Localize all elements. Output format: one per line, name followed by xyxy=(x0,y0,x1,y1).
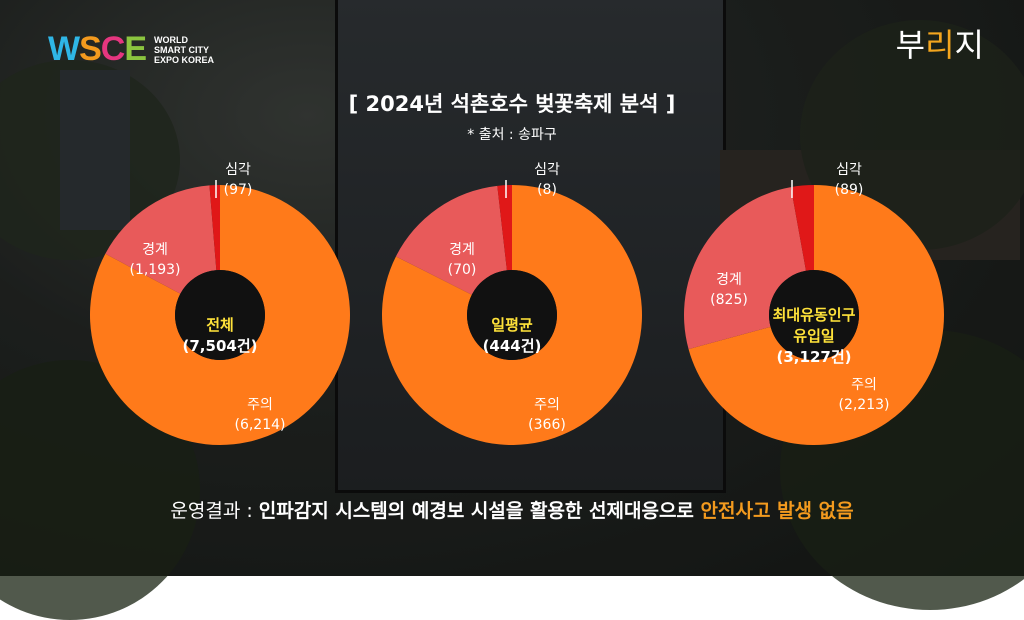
slice-심각 xyxy=(209,185,220,271)
center-label: 일평균 (444건) xyxy=(482,316,542,355)
source-note: * 출처 : 송파구 xyxy=(467,127,557,143)
donut-hole xyxy=(175,270,265,360)
label-심각: 심각 (89) xyxy=(834,162,864,198)
wsce-logo: WSCE WORLD SMART CITY EXPO KOREA xyxy=(48,30,214,69)
wsce-logo-mark: WSCE xyxy=(48,30,147,68)
donut-svg xyxy=(381,180,642,445)
donut-hole xyxy=(769,270,859,360)
label-경계: 경계 (1,193) xyxy=(129,242,181,278)
donut-chart-daily-average: 심각 (8) 경계 (70) 주의 (366) 일평균 (444건) xyxy=(362,150,662,480)
donut-svg xyxy=(89,180,350,445)
label-주의: 주의 (2,213) xyxy=(838,377,890,413)
donut-hole xyxy=(467,270,557,360)
label-심각: 심각 (97) xyxy=(223,162,253,198)
donut-chart-peak-day: 심각 (89) 경계 (825) 주의 (2,213) 최대유동인구 유입일 (3,1… xyxy=(664,150,964,480)
center-label: 최대유동인구 유입일 (3,127건) xyxy=(772,306,856,366)
label-주의: 주의 (366) xyxy=(528,397,566,433)
label-심각: 심각 (8) xyxy=(534,162,560,198)
slice-주의 xyxy=(688,185,944,446)
slice-경계 xyxy=(684,187,806,350)
result-footer: 운영결과 : 인파감지 시스템의 예경보 시설을 활용한 선제대응으로 안전사고… xyxy=(170,500,854,522)
page-title: [ 2024년 석촌호수 벚꽃축제 분석 ] xyxy=(348,92,676,116)
donut-svg xyxy=(684,180,944,446)
slice-경계 xyxy=(395,185,507,295)
slice-주의 xyxy=(381,185,642,445)
donut-chart-total: 심각 (97) 경계 (1,193) 주의 (6,214) 전체 (7,504건) xyxy=(70,150,370,480)
slice-심각 xyxy=(790,185,814,271)
slice-경계 xyxy=(105,185,217,294)
label-경계: 경계 (70) xyxy=(447,242,477,278)
label-경계: 경계 (825) xyxy=(710,272,748,308)
center-label: 전체 (7,504건) xyxy=(182,316,258,355)
wsce-logo-text: WORLD SMART CITY EXPO KOREA xyxy=(154,34,215,65)
brand-logo: 부리지 xyxy=(895,26,984,64)
slice-주의 xyxy=(89,185,350,445)
slice-심각 xyxy=(497,185,512,271)
label-주의: 주의 (6,214) xyxy=(234,397,286,433)
